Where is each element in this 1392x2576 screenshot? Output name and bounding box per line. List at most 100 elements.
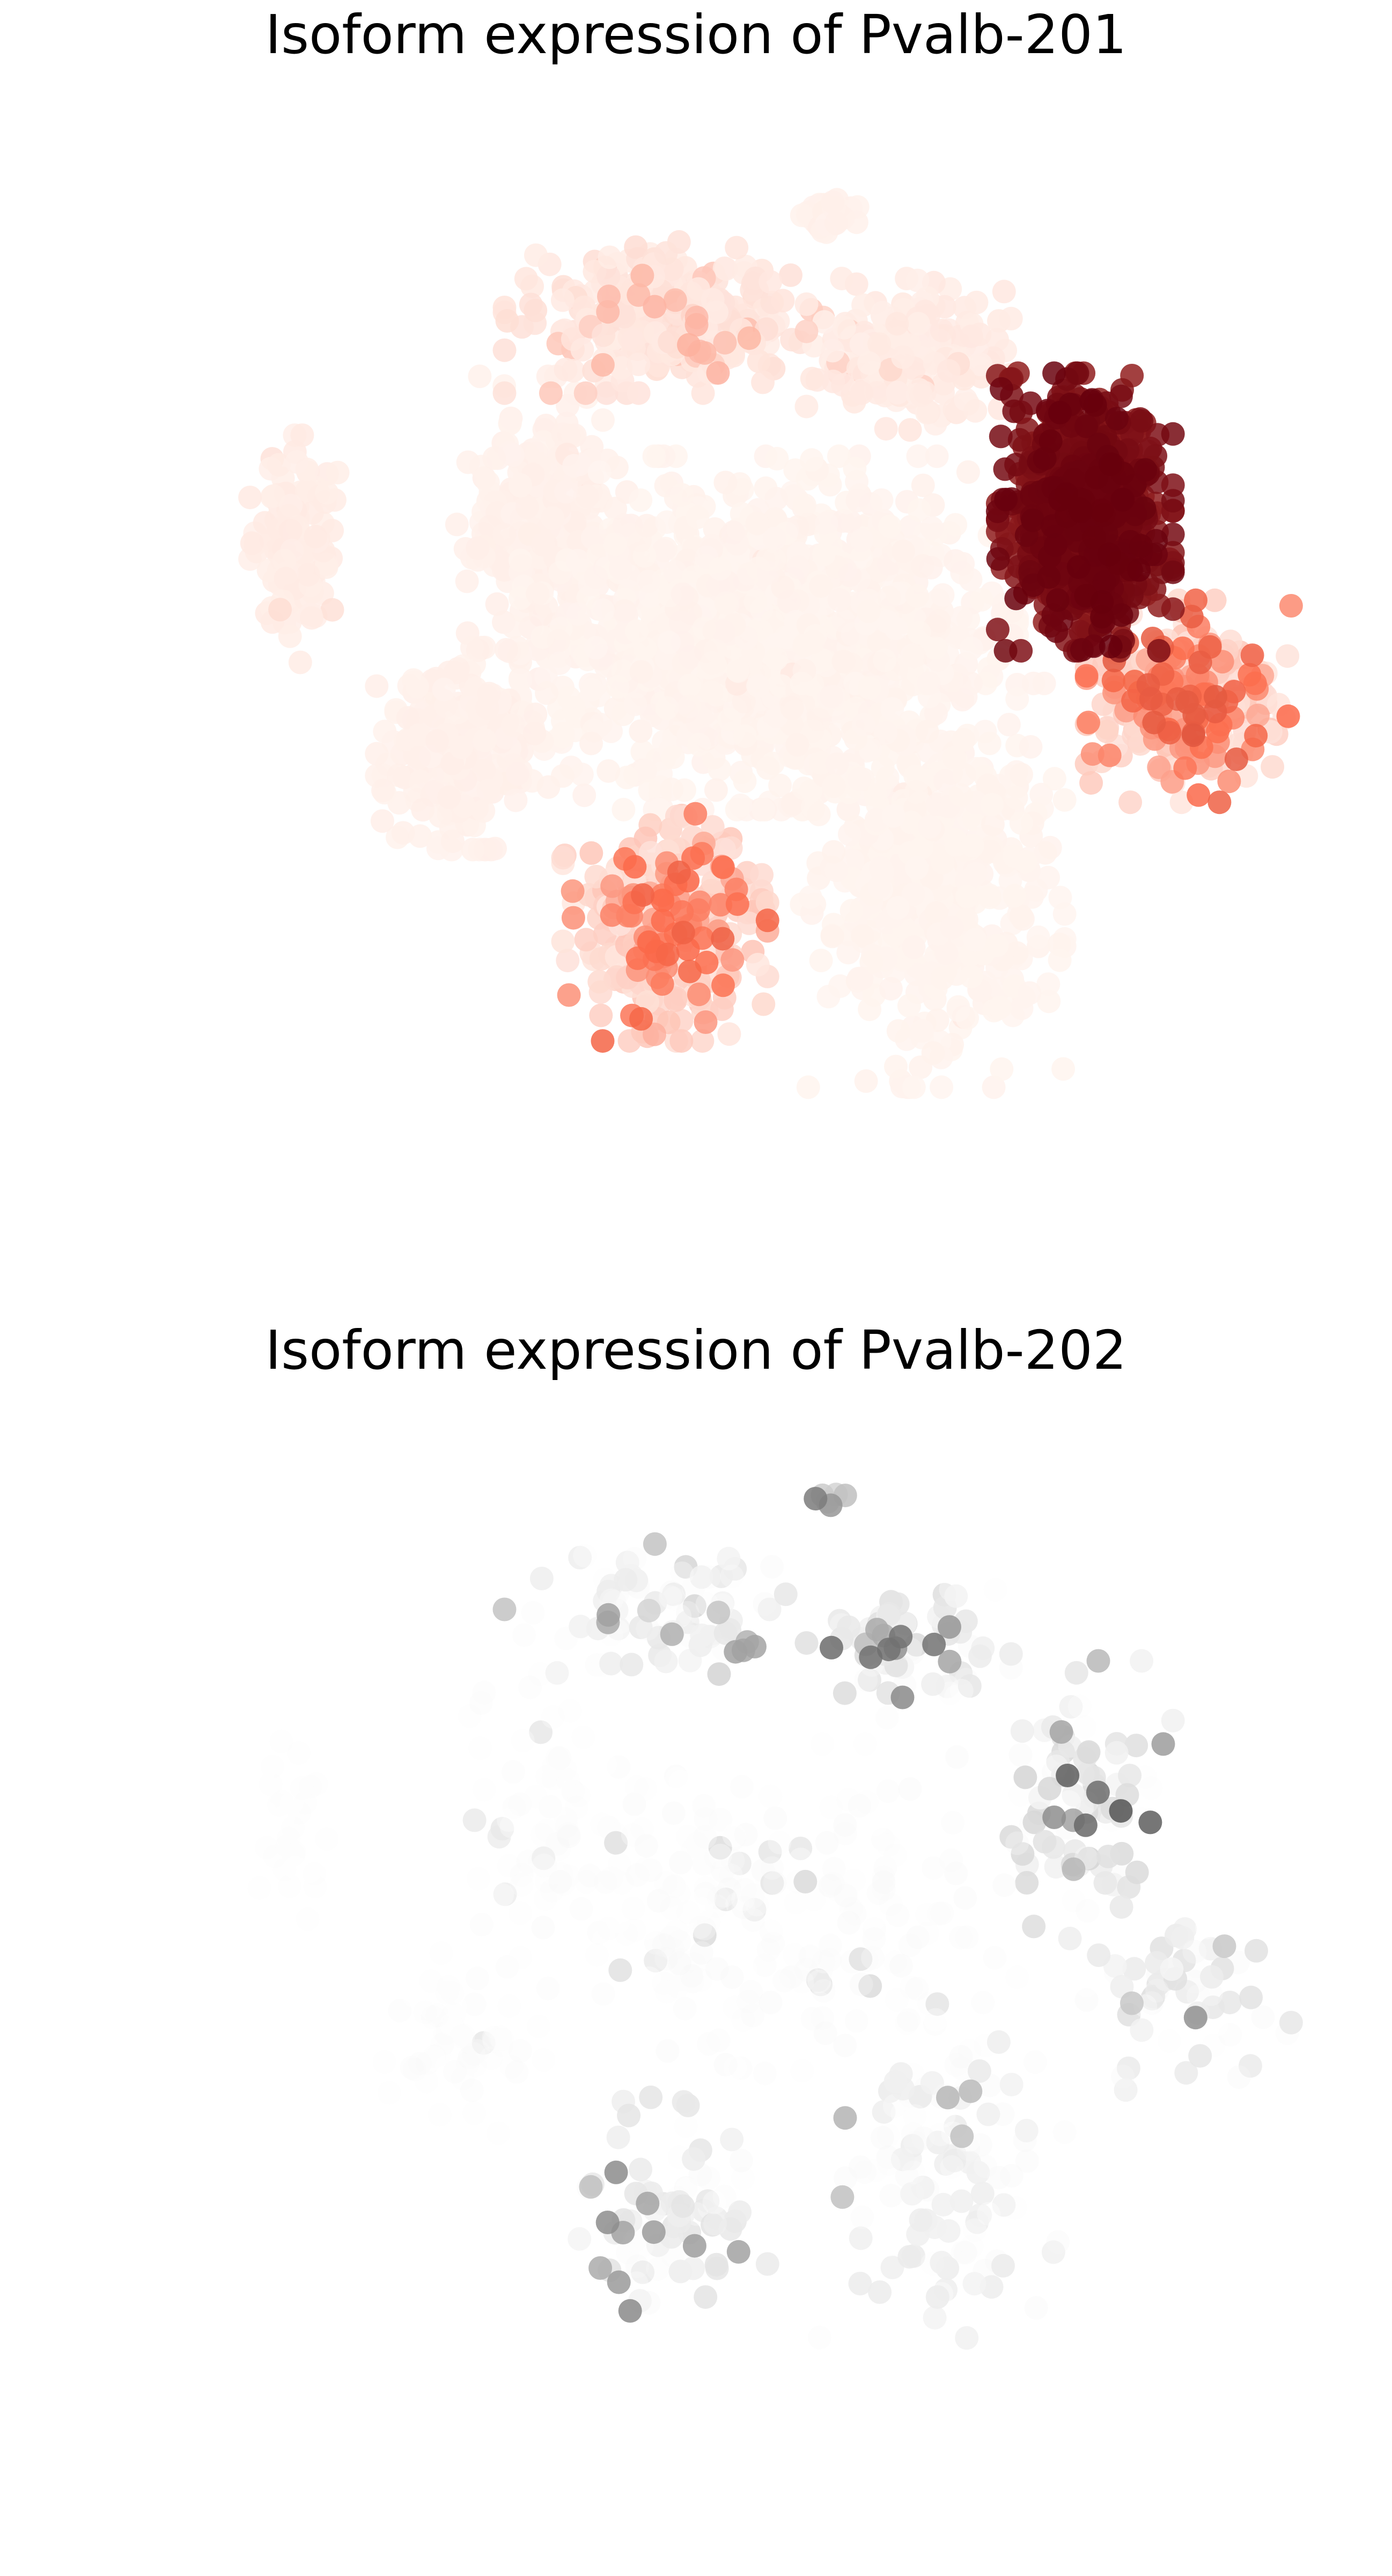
scatter-point [886, 1019, 910, 1043]
scatter-point [668, 610, 693, 634]
scatter-point [867, 332, 892, 356]
scatter-point [524, 298, 548, 322]
scatter-point [777, 590, 801, 614]
scatter-point [906, 444, 930, 468]
scatter-point [878, 514, 902, 538]
scatter-point [1244, 724, 1268, 748]
scatter-point [705, 300, 729, 324]
scatter-point [672, 651, 696, 676]
scatter-point [821, 339, 845, 363]
scatter-point [624, 235, 648, 259]
scatter-point [630, 740, 654, 764]
scatter-point [1065, 361, 1089, 385]
scatter-point [518, 1675, 542, 1699]
scatter-point [868, 776, 892, 800]
scatter-point [779, 263, 802, 287]
scatter-point [472, 799, 496, 823]
scatter-point [1010, 762, 1033, 787]
scatter-point [1058, 1926, 1082, 1950]
scatter-point [990, 377, 1013, 401]
scatter-point [592, 323, 616, 347]
scatter-point [755, 908, 779, 933]
scatter-point [1096, 1845, 1120, 1868]
scatter-point [981, 812, 1005, 836]
scatter-point [752, 992, 776, 1016]
scatter-point [917, 739, 941, 764]
scatter-point [844, 210, 868, 234]
scatter-point [285, 450, 309, 474]
scatter-point [946, 998, 970, 1022]
scatter-point [1018, 981, 1042, 1005]
scatter-point [871, 860, 895, 884]
scatter-point [880, 697, 904, 721]
scatter-point [999, 306, 1023, 331]
scatter-point [871, 756, 895, 780]
scatter-point [468, 364, 492, 388]
scatter-point [708, 556, 732, 581]
scatter-point [801, 630, 826, 654]
scatter-point [1129, 534, 1153, 558]
scatter-point [449, 735, 473, 759]
scatter-point [683, 802, 708, 826]
scatter-point [930, 966, 954, 990]
scatter-point [1093, 1871, 1117, 1895]
scatter-point [251, 1760, 275, 1784]
scatter-point [1142, 710, 1166, 735]
scatter-point [825, 752, 849, 776]
scatter-point [371, 779, 395, 803]
scatter-point [899, 810, 923, 834]
scatter-point [461, 838, 485, 862]
scatter-point [498, 412, 522, 436]
scatter-point [760, 1555, 784, 1579]
scatter-point [1039, 429, 1063, 453]
scatter-point [501, 443, 525, 467]
scatter-point [579, 731, 603, 755]
scatter-point [832, 315, 856, 340]
scatter-point [774, 1582, 798, 1606]
scatter-point [857, 676, 881, 700]
scatter-point [557, 686, 581, 710]
scatter-point [365, 674, 389, 698]
scatter-point [714, 257, 738, 281]
scatter-point [499, 1814, 524, 1838]
scatter-point [1079, 771, 1103, 795]
scatter-point [931, 850, 955, 875]
scatter-point [822, 840, 846, 864]
scatter-point [812, 542, 836, 567]
scatter-point [636, 569, 660, 593]
scatter-point [588, 713, 613, 737]
scatter-point [1014, 850, 1037, 874]
scatter-point [713, 471, 738, 495]
scatter-point [514, 267, 538, 291]
scatter-point [930, 1075, 954, 1099]
scatter-point [261, 484, 285, 508]
scatter-point [587, 460, 612, 484]
scatter-point [874, 721, 898, 745]
scatter-point [456, 450, 480, 474]
scatter-point [978, 885, 1002, 909]
scatter-point [370, 809, 394, 833]
scatter-point [905, 268, 930, 292]
scatter-point [919, 556, 943, 579]
scatter-point [747, 349, 771, 373]
scatter-point [627, 381, 651, 405]
scatter-point [794, 394, 819, 419]
scatter-point [446, 657, 470, 681]
scatter-point [466, 536, 490, 560]
scatter-point [650, 972, 674, 996]
scatter-point [839, 899, 864, 923]
scatter-point [598, 245, 622, 269]
scatter-point [857, 351, 881, 375]
scatter-point [521, 1601, 545, 1625]
scatter-point [963, 928, 987, 952]
scatter-point [571, 1725, 595, 1749]
scatter-point [671, 582, 695, 606]
scatter-point [524, 243, 548, 267]
scatter-point [268, 598, 292, 622]
scatter-point [969, 353, 993, 377]
scatter-point [1026, 925, 1050, 949]
scatter-point [631, 883, 655, 907]
scatter-point [877, 585, 901, 610]
scatter-point [492, 381, 517, 405]
scatter-point [638, 778, 662, 802]
